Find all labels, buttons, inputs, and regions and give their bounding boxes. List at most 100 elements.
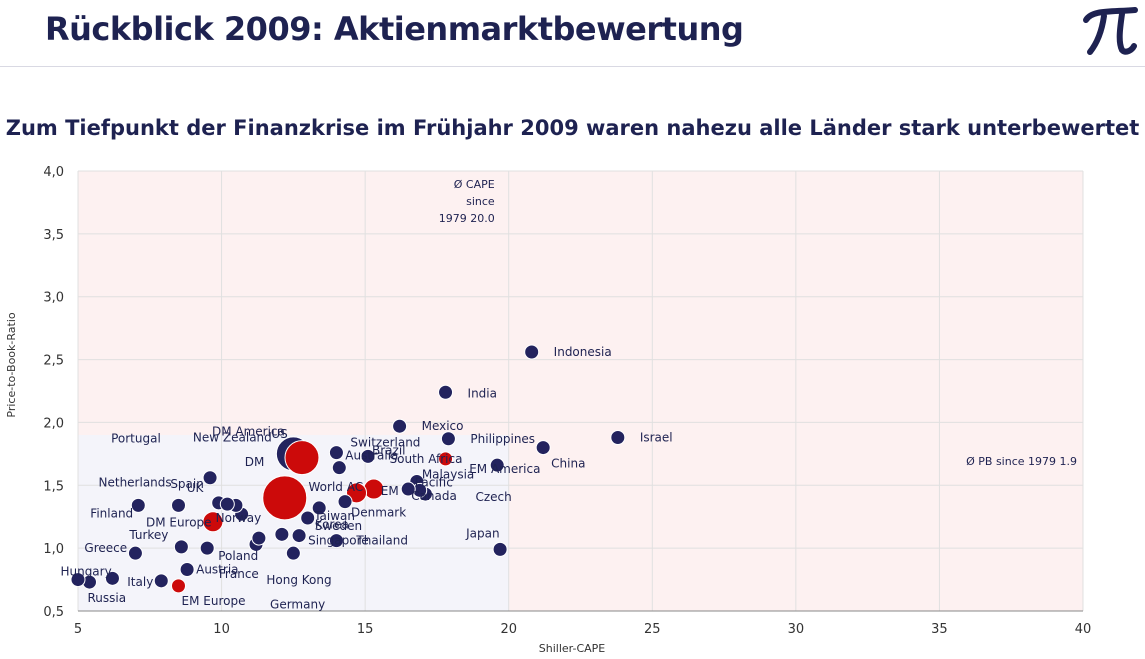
data-points [70, 344, 626, 594]
label-world-ac: World AC [309, 480, 364, 494]
label-south-africa: South Africa [390, 452, 463, 466]
point-dm [262, 475, 308, 521]
label-italy: Italy [127, 575, 153, 589]
label-hong-kong: Hong Kong [266, 573, 331, 587]
point-mexico [392, 418, 408, 434]
label-korea: Korea [315, 517, 349, 531]
y-tick-label: 1,5 [43, 479, 64, 494]
y-axis-label: Price-to-Book-Ratio [5, 312, 18, 417]
label-japan: Japan [465, 526, 499, 540]
label-denmark: Denmark [351, 506, 406, 520]
point-italy [153, 573, 169, 589]
point-portugal [202, 470, 218, 486]
pi-logo-icon [1083, 7, 1138, 55]
cape-average-label: 1979 20.0 [439, 212, 495, 225]
point-dm-europe [202, 511, 224, 533]
x-tick-label: 10 [213, 622, 230, 637]
point-canada [400, 481, 416, 497]
point-japan [492, 541, 508, 557]
label-new-zealand: New Zealand [193, 430, 272, 444]
chart-subtitle: Zum Tiefpunkt der Finanzkrise im Frühjah… [5, 116, 1140, 140]
point-taiwan [311, 500, 327, 516]
reference-annotations: Ø CAPE since 1979 20.0 Ø PB since 1979 1.9 [439, 178, 1077, 468]
label-poland: Poland [218, 549, 258, 563]
label-germany: Germany [270, 597, 325, 611]
point-world-ac [346, 482, 368, 504]
x-tick-label: 30 [788, 622, 805, 637]
y-tick-label: 1,0 [43, 542, 64, 557]
label-canada: Canada [411, 489, 457, 503]
point-china [535, 440, 551, 456]
label-indonesia: Indonesia [554, 345, 612, 359]
point-em-europe [171, 578, 186, 594]
point-singapore [291, 528, 307, 544]
label-israel: Israel [640, 431, 673, 445]
label-us: US [271, 427, 287, 441]
y-tick-label: 4,0 [43, 165, 64, 180]
point-netherlands [171, 497, 186, 513]
label-mexico: Mexico [422, 419, 464, 433]
label-austria: Austria [196, 563, 238, 577]
point-greece [127, 545, 143, 561]
grid-lines [77, 170, 1084, 612]
label-china: China [551, 457, 585, 471]
label-hungary: Hungary [60, 564, 111, 578]
x-tick-label: 15 [357, 622, 374, 637]
label-netherlands: Netherlands [99, 475, 172, 489]
label-greece: Greece [84, 541, 127, 555]
point-sweden [300, 510, 316, 526]
label-czech: Czech [475, 490, 511, 504]
label-france: France [219, 567, 259, 581]
x-tick-label: 35 [931, 622, 948, 637]
x-tick-label: 20 [500, 622, 517, 637]
label-uk: UK [187, 481, 205, 495]
point-hong-kong [285, 545, 301, 561]
point-unlabeled [70, 572, 86, 588]
label-sweden: Sweden [315, 519, 362, 533]
x-tick-label: 25 [644, 622, 661, 637]
point-india [438, 384, 454, 400]
label-dm: DM [245, 455, 265, 469]
overvalued-zone-y [78, 171, 509, 435]
label-russia: Russia [87, 591, 126, 605]
point-thailand [328, 533, 344, 549]
point-switzerland [328, 445, 344, 461]
label-philippines: Philippines [470, 432, 535, 446]
x-axis-label: Shiller-CAPE [539, 642, 606, 655]
point-indonesia [524, 344, 540, 360]
point-france [251, 530, 267, 546]
point-finland [130, 497, 146, 513]
point-turkey [173, 539, 189, 555]
page-title: Rückblick 2009: Aktienmarktbewertung [45, 10, 744, 48]
x-tick-label: 40 [1075, 622, 1092, 637]
point-south-africa [438, 451, 454, 467]
label-finland: Finland [90, 506, 133, 520]
valuation-zones [78, 171, 1083, 611]
cape-average-label: since [466, 195, 495, 208]
point-australia [331, 460, 347, 476]
label-taiwan: Taiwan [313, 509, 355, 523]
point-labels: Indonesia India Israel Mexico Philippines Chi… [60, 345, 672, 611]
label-australia: Australia [345, 449, 398, 463]
y-tick-label: 0,5 [43, 605, 64, 620]
label-em: EM [381, 484, 399, 498]
y-tick-label: 3,0 [43, 291, 64, 306]
label-malaysia: Malaysia [422, 468, 474, 482]
point-korea [274, 526, 290, 542]
label-spain: Spain [170, 477, 204, 491]
label-norway: Norway [216, 511, 262, 525]
point-dm-america [284, 440, 320, 476]
point-hungary [104, 570, 120, 586]
label-dm-america: DM America [212, 425, 285, 439]
pb-average-label: Ø PB since 1979 1.9 [966, 455, 1077, 468]
y-tick-label: 3,5 [43, 228, 64, 243]
label-singapore: Singapore [308, 534, 369, 548]
point-em-america [489, 457, 505, 473]
header-bar: Rückblick 2009: Aktienmarktbewertung [0, 0, 1145, 67]
y-tick-label: 2,0 [43, 416, 64, 431]
label-pacific: Pacific [415, 475, 453, 489]
point-spain [219, 496, 235, 512]
label-em-europe: EM Europe [182, 594, 246, 608]
